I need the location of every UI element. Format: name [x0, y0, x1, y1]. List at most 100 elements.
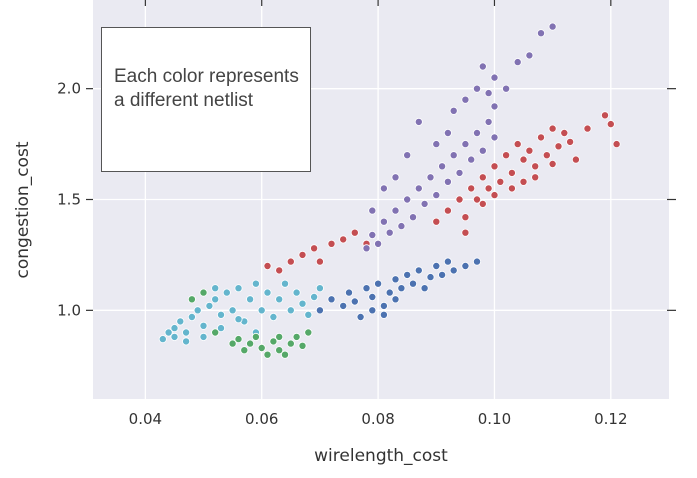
y-axis-label: congestion_cost: [13, 141, 33, 278]
data-point: [531, 173, 540, 182]
data-point: [426, 173, 435, 182]
data-point: [426, 273, 435, 282]
data-point: [408, 279, 417, 288]
data-point: [339, 301, 348, 310]
data-point: [310, 244, 319, 253]
data-point: [275, 346, 284, 355]
data-point: [379, 310, 388, 319]
data-point: [438, 270, 447, 279]
data-point: [601, 111, 610, 120]
data-point: [292, 288, 301, 297]
data-point: [199, 288, 208, 297]
data-point: [403, 195, 412, 204]
data-point: [368, 306, 377, 315]
data-point: [472, 257, 481, 266]
data-point: [164, 328, 173, 337]
data-point: [461, 213, 470, 222]
data-point: [182, 328, 191, 337]
data-point: [199, 332, 208, 341]
data-point: [280, 279, 289, 288]
data-point: [315, 284, 324, 293]
data-point: [478, 173, 487, 182]
data-point: [251, 332, 260, 341]
data-point: [513, 140, 522, 149]
data-point: [344, 288, 353, 297]
data-point: [548, 124, 557, 133]
data-point: [170, 324, 179, 333]
data-point: [298, 341, 307, 350]
x-tick-label: 0.08: [361, 410, 394, 428]
data-point: [478, 199, 487, 208]
data-point: [356, 312, 365, 321]
data-point: [275, 332, 284, 341]
data-point: [251, 279, 260, 288]
data-point: [234, 315, 243, 324]
data-point: [379, 301, 388, 310]
data-point: [490, 162, 499, 171]
data-point: [443, 257, 452, 266]
data-point: [391, 173, 400, 182]
data-point: [478, 146, 487, 155]
data-point: [606, 120, 615, 129]
data-point: [542, 151, 551, 160]
data-point: [472, 84, 481, 93]
data-point: [263, 261, 272, 270]
data-point: [286, 339, 295, 348]
data-point: [467, 184, 476, 193]
series-group: [315, 257, 481, 321]
data-point: [182, 337, 191, 346]
data-point: [292, 332, 301, 341]
data-point: [234, 335, 243, 344]
data-point: [502, 151, 511, 160]
data-point: [414, 117, 423, 126]
data-point: [583, 124, 592, 133]
x-tick-label: 0.04: [129, 410, 162, 428]
data-point: [554, 142, 563, 151]
data-point: [461, 228, 470, 237]
data-point: [513, 58, 522, 67]
x-axis-label: wirelength_cost: [314, 446, 448, 466]
data-point: [414, 266, 423, 275]
data-point: [566, 137, 575, 146]
data-point: [455, 195, 464, 204]
data-point: [449, 151, 458, 160]
data-point: [350, 228, 359, 237]
data-point: [368, 292, 377, 301]
data-point: [496, 177, 505, 186]
data-point: [246, 295, 255, 304]
data-point: [484, 117, 493, 126]
data-point: [391, 275, 400, 284]
data-point: [391, 206, 400, 215]
data-point: [216, 310, 225, 319]
data-point: [315, 306, 324, 315]
data-point: [432, 191, 441, 200]
data-point: [327, 295, 336, 304]
data-point: [368, 230, 377, 239]
data-point: [449, 266, 458, 275]
data-point: [304, 310, 313, 319]
data-point: [403, 151, 412, 160]
data-point: [461, 261, 470, 270]
data-point: [269, 337, 278, 346]
y-tick-label: 2.0: [57, 80, 81, 98]
data-point: [275, 295, 284, 304]
data-point: [298, 299, 307, 308]
data-point: [478, 62, 487, 71]
data-point: [467, 155, 476, 164]
data-points: [158, 22, 621, 359]
data-point: [472, 195, 481, 204]
data-point: [455, 168, 464, 177]
data-point: [438, 162, 447, 171]
x-tick-label: 0.06: [245, 410, 278, 428]
data-point: [420, 284, 429, 293]
data-point: [385, 228, 394, 237]
data-point: [379, 217, 388, 226]
y-tick-label: 1.5: [57, 191, 81, 209]
data-point: [286, 306, 295, 315]
data-point: [537, 29, 546, 38]
data-point: [537, 133, 546, 142]
data-point: [507, 168, 516, 177]
series-group: [158, 279, 324, 346]
data-point: [571, 155, 580, 164]
data-point: [484, 89, 493, 98]
